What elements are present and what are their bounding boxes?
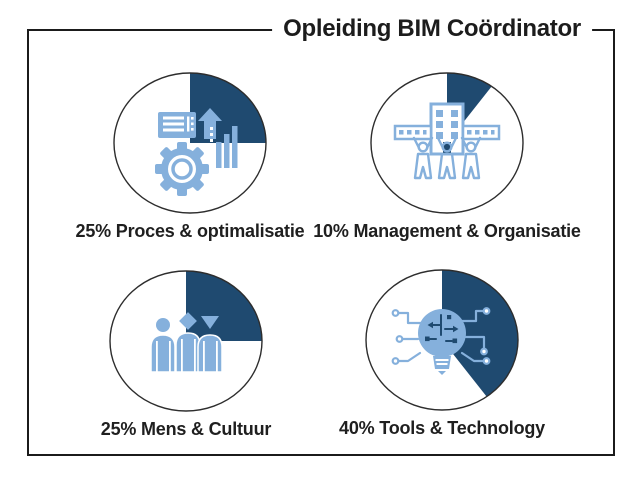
cheering-figure (412, 136, 434, 180)
pie-wedge-proces (190, 73, 266, 143)
people-group-icon (150, 312, 223, 373)
pie-proces (113, 72, 267, 214)
team-building-icon (393, 102, 501, 180)
gear-optimization-icon (155, 108, 238, 196)
segment-card-proces: 25% Proces & optimalisatie (60, 70, 320, 242)
pie-wedge-tools (442, 270, 518, 397)
segment-label-proces: 25% Proces & optimalisatie (75, 221, 305, 241)
pie-management (370, 72, 524, 214)
pie-wedge-mens (186, 271, 262, 341)
segment-label-tools: 40% Tools & Technology (339, 418, 545, 438)
page-title: Opleiding BIM Coördinator (272, 14, 592, 43)
lightbulb-circuit-icon (391, 307, 491, 375)
segment-label-mens: 25% Mens & Cultuur (100, 419, 272, 439)
cheering-figure (436, 136, 458, 180)
cheering-figure (460, 136, 482, 180)
segment-card-mens: 25% Mens & Cultuur (56, 268, 316, 440)
pie-tools (365, 269, 519, 411)
segment-card-tools: 40% Tools & Technology (312, 267, 572, 439)
pie-mens (109, 270, 263, 412)
segment-label-management: 10% Management & Organisatie (313, 221, 581, 241)
segment-card-management: 10% Management & Organisatie (313, 70, 581, 242)
